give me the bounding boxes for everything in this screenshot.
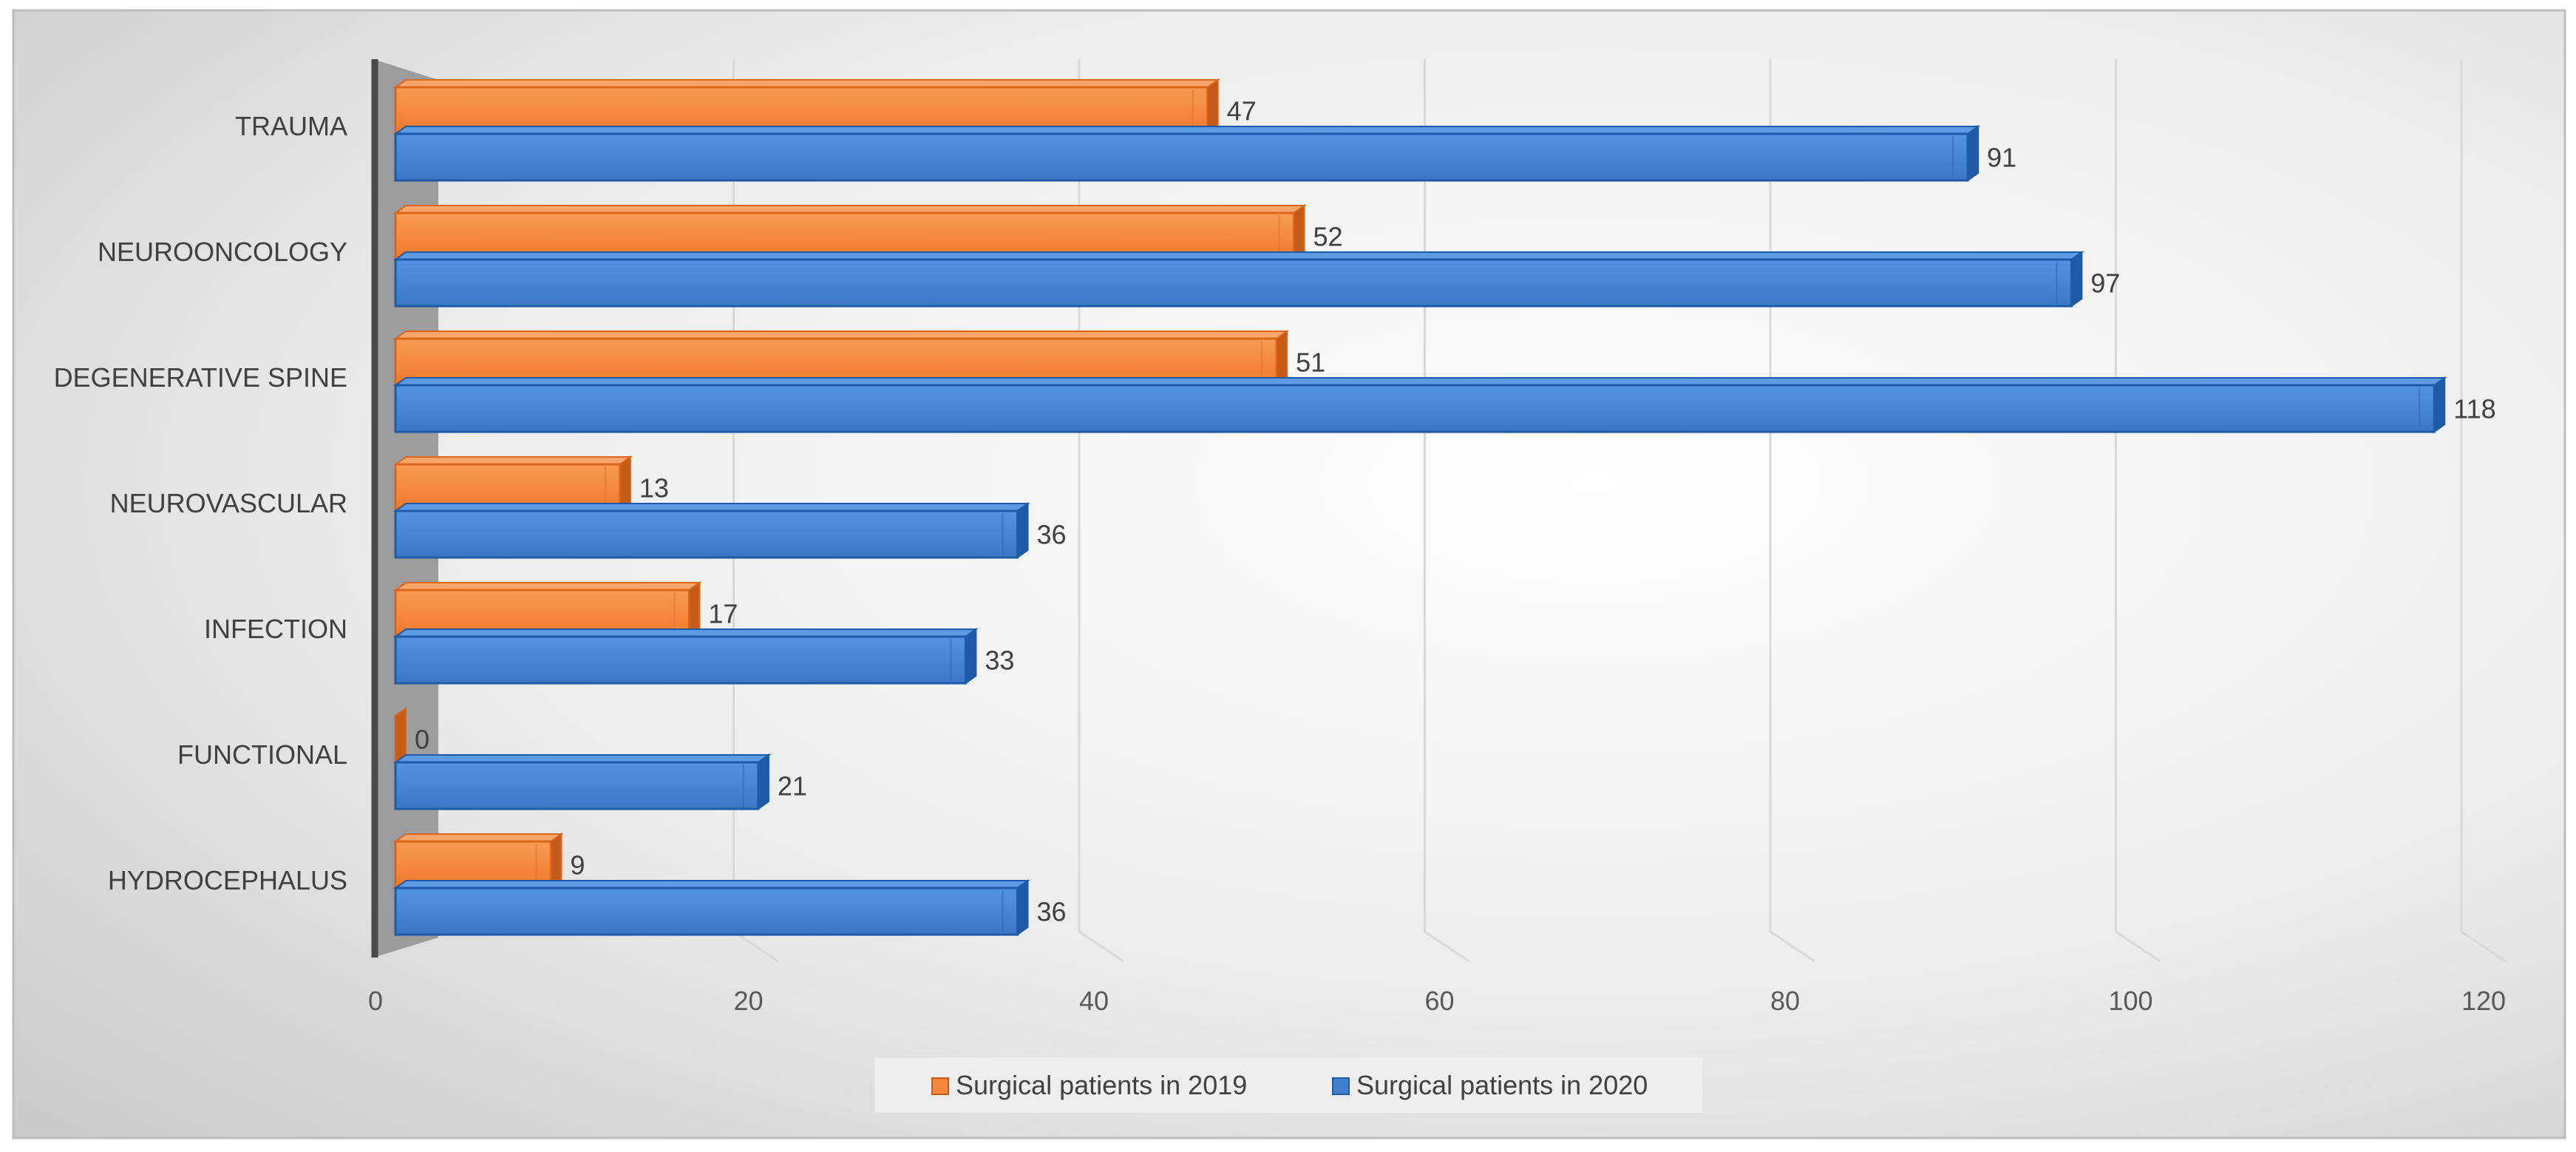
data-label: 91 bbox=[1987, 143, 2016, 173]
bar-2020 bbox=[392, 879, 1030, 936]
data-label: 0 bbox=[415, 725, 429, 755]
x-tick-label: 120 bbox=[2461, 986, 2506, 1016]
gridline-floor bbox=[733, 930, 779, 963]
bar-end-face bbox=[965, 628, 977, 685]
data-label: 97 bbox=[2090, 268, 2120, 299]
legend-swatch-2019 bbox=[931, 1077, 949, 1095]
chart-background bbox=[12, 9, 2566, 1139]
bar-end-face bbox=[1967, 125, 1979, 182]
data-label: 17 bbox=[708, 599, 738, 629]
bar-front-face bbox=[394, 132, 1969, 182]
x-tick-label: 80 bbox=[1770, 986, 1800, 1016]
data-label: 13 bbox=[639, 473, 669, 504]
y-category-label: NEUROVASCULAR bbox=[110, 488, 347, 518]
gridline-floor bbox=[2461, 930, 2507, 963]
legend-label-2019: Surgical patients in 2019 bbox=[956, 1070, 1247, 1100]
bar-end-face bbox=[757, 753, 769, 810]
bar-front-face bbox=[394, 887, 1019, 936]
x-tick-label: 40 bbox=[1079, 986, 1109, 1016]
bar-front-face bbox=[394, 635, 967, 685]
y-category-label: NEUROONCOLOGY bbox=[98, 237, 347, 267]
bar-2020 bbox=[392, 251, 2084, 308]
data-label: 51 bbox=[1296, 348, 1325, 378]
data-label: 36 bbox=[1037, 520, 1067, 550]
bar-front-face bbox=[394, 258, 2073, 308]
legend-swatch-2020 bbox=[1332, 1077, 1350, 1095]
gridline-floor bbox=[1424, 930, 1470, 963]
bar-2020 bbox=[392, 502, 1030, 559]
bar-2020 bbox=[392, 376, 2447, 433]
data-label: 36 bbox=[1037, 897, 1067, 927]
gridline-floor bbox=[1770, 930, 1815, 963]
x-tick-label: 60 bbox=[1424, 986, 1454, 1016]
bar-2020 bbox=[392, 125, 1981, 182]
bar-end-face bbox=[2070, 251, 2083, 308]
x-tick-label: 0 bbox=[368, 986, 383, 1016]
legend-box bbox=[874, 1057, 1702, 1113]
y-category-label: INFECTION bbox=[204, 614, 347, 644]
bar-2019 bbox=[394, 707, 407, 764]
data-label: 33 bbox=[985, 646, 1014, 676]
bar-end-face bbox=[2433, 376, 2446, 433]
data-label: 52 bbox=[1314, 222, 1343, 252]
gridline-floor bbox=[1078, 930, 1124, 963]
data-label: 21 bbox=[778, 771, 807, 802]
y-category-label: HYDROCEPHALUS bbox=[108, 865, 347, 895]
legend-label-2020: Surgical patients in 2020 bbox=[1356, 1070, 1648, 1100]
bar-front-face bbox=[394, 384, 2436, 433]
y-category-label: TRAUMA bbox=[235, 111, 347, 141]
data-label: 118 bbox=[2453, 394, 2495, 424]
bar-end-face bbox=[1016, 502, 1029, 559]
bar-end-face bbox=[395, 707, 407, 764]
bar-end-face bbox=[1016, 879, 1029, 936]
x-tick-label: 20 bbox=[733, 986, 763, 1016]
data-label: 9 bbox=[570, 850, 585, 881]
bar-2020 bbox=[392, 753, 771, 810]
y-category-label: FUNCTIONAL bbox=[177, 739, 347, 770]
gridline-floor bbox=[2115, 930, 2161, 963]
y-category-label: DEGENERATIVE SPINE bbox=[54, 362, 347, 393]
data-label: 47 bbox=[1227, 96, 1257, 126]
bar-front-face bbox=[394, 761, 760, 810]
x-tick-label: 100 bbox=[2108, 986, 2152, 1016]
bar-front-face bbox=[394, 509, 1019, 559]
bar-2020 bbox=[392, 628, 979, 685]
